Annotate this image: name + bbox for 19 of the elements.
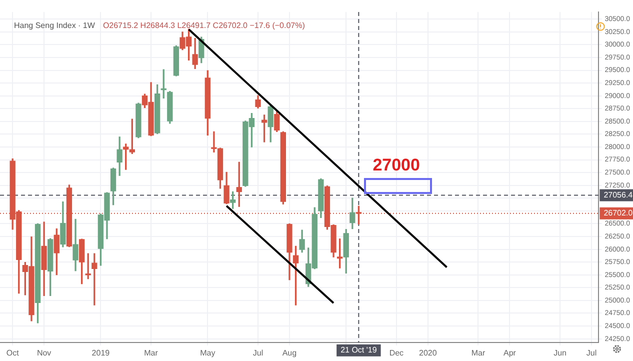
x-tick-label: Aug: [282, 348, 297, 358]
ref-line-label: 26702.0: [604, 208, 633, 218]
text: Hang Seng Index · 1W: [14, 21, 95, 30]
ref-line-label: 27056.4: [604, 190, 633, 200]
annotation: 27000: [372, 155, 420, 174]
ref-line-label: 21 Oct '19: [340, 346, 378, 355]
text: O26715.2 H26844.3 L26491.7 C26702.0 −17.6 (−0.07%): [102, 21, 305, 30]
x-tick-label: Nov: [36, 348, 52, 358]
x-tick-label: Jun: [554, 348, 566, 358]
x-tick-label: Dec: [389, 348, 404, 358]
x-tick-label: Oct: [6, 348, 20, 358]
x-tick-label: 2020: [419, 348, 438, 358]
x-tick-label: Apr: [503, 348, 516, 358]
x-tick-label: Jul: [586, 348, 597, 358]
x-tick-label: Mar: [144, 348, 158, 358]
x-tick-label: May: [200, 348, 216, 358]
x-tick-label: Jul: [252, 348, 264, 358]
x-tick-label: Mar: [471, 348, 486, 358]
x-tick-label: 2019: [92, 348, 110, 358]
